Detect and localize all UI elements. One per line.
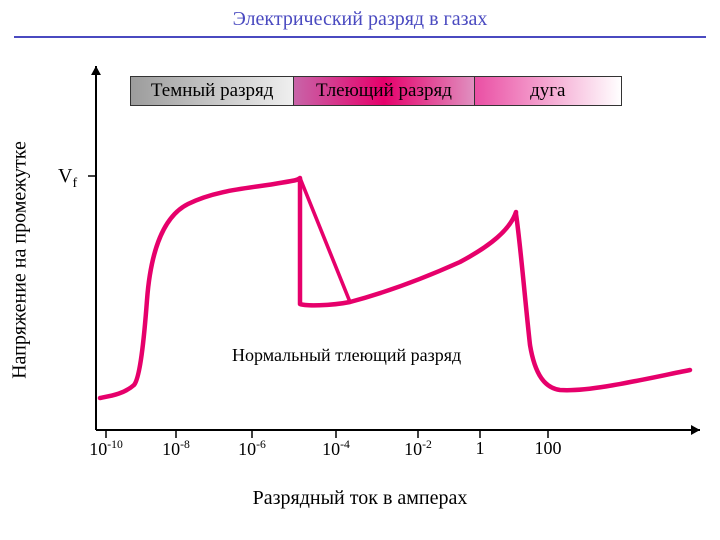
x-tick-label: 10-6	[222, 438, 282, 460]
legend-cell: Темный разряд	[131, 77, 294, 105]
legend-cell: дуга	[475, 77, 621, 105]
x-tick-label: 1	[450, 438, 510, 459]
x-tick-label: 10-10	[76, 438, 136, 460]
legend-box: Темный разрядТлеющий разряддуга	[130, 76, 622, 106]
x-tick-label: 10-8	[146, 438, 206, 460]
x-tick-label: 100	[518, 438, 578, 459]
x-tick-label: 10-2	[388, 438, 448, 460]
x-tick-label: 10-4	[306, 438, 366, 460]
legend-cell: Тлеющий разряд	[294, 77, 474, 105]
